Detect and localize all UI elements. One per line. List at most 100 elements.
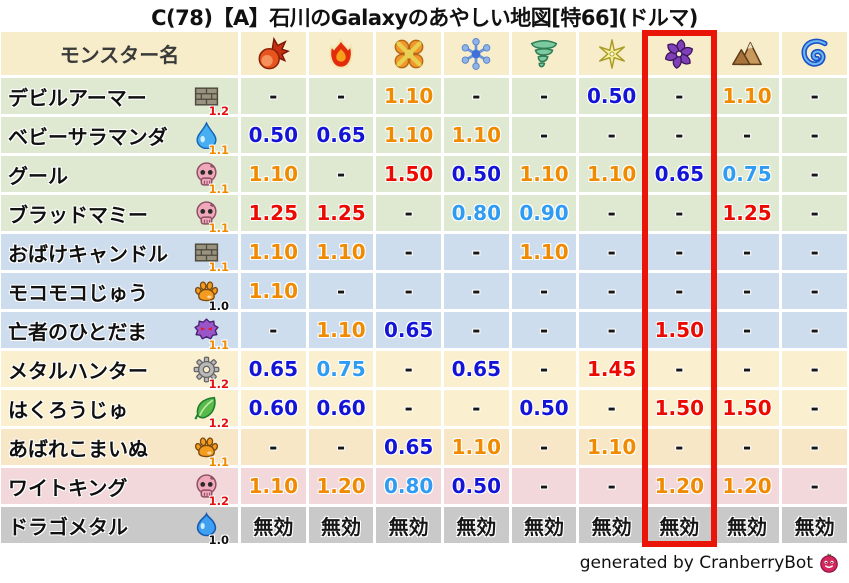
monster-name-cell: ドラゴメタル 1.0 (1, 507, 238, 547)
value-cell: 1.20 (714, 468, 780, 504)
monster-name-cell: はくろうじゅ 1.2 (1, 390, 238, 430)
value-cell: 0.65 (376, 312, 441, 348)
value-cell: - (443, 312, 509, 348)
ghost-icon (194, 317, 219, 339)
monster-name-cell: あばれこまいぬ 1.1 (1, 429, 238, 469)
value-cell: - (782, 390, 847, 426)
value-cell: 1.25 (714, 195, 780, 231)
leaf-icon (194, 396, 216, 420)
value-cell: 0.65 (646, 156, 712, 192)
value-cell: - (646, 117, 712, 153)
monster-name: メタルハンター (8, 358, 148, 383)
value-cell: - (511, 78, 577, 114)
monster-multiplier: 1.2 (208, 493, 229, 508)
value-cell: - (579, 195, 644, 231)
value-cell: - (646, 195, 712, 231)
value-cell: 1.10 (511, 156, 577, 192)
value-cell: 0.80 (443, 195, 509, 231)
value-cell: - (376, 234, 441, 270)
monster-multiplier: 1.1 (208, 454, 229, 469)
value-cell: 1.10 (308, 312, 374, 348)
credit: generated by CranberryBot (0, 553, 839, 573)
monster-multiplier: 1.1 (208, 220, 229, 235)
monster-name-cell: グール 1.1 (1, 156, 238, 196)
water-drop-icon (196, 121, 217, 149)
value-cell: - (376, 273, 441, 309)
value-cell: 0.65 (241, 351, 306, 387)
value-cell: 無効 (782, 507, 847, 543)
value-cell: 無効 (579, 507, 644, 543)
value-cell: - (241, 78, 306, 114)
value-cell: 0.75 (308, 351, 374, 387)
value-cell: 1.10 (241, 468, 306, 504)
monster-multiplier: 1.2 (208, 415, 229, 430)
monster-name-cell: モコモコじゅう 1.0 (1, 273, 238, 313)
value-cell: 1.10 (241, 156, 306, 192)
value-cell: - (579, 234, 644, 270)
value-cell: - (308, 156, 374, 192)
monster-name: モコモコじゅう (8, 280, 148, 305)
brick-icon (194, 86, 219, 106)
value-cell: 0.50 (241, 117, 306, 153)
value-cell: 1.50 (376, 156, 441, 192)
value-cell: - (646, 273, 712, 309)
value-cell: - (646, 234, 712, 270)
value-cell: - (511, 351, 577, 387)
value-cell: - (308, 429, 374, 465)
value-cell: - (714, 351, 780, 387)
value-cell: - (376, 351, 441, 387)
value-cell: - (782, 156, 847, 192)
monster-multiplier: 1.1 (208, 337, 229, 352)
element-blaze-header (308, 32, 374, 75)
monster-type: 1.1 (193, 239, 229, 274)
flame-icon (329, 38, 353, 69)
value-cell: 1.10 (308, 234, 374, 270)
monster-multiplier: 1.1 (208, 181, 229, 196)
value-cell: 0.50 (443, 468, 509, 504)
value-cell: - (782, 78, 847, 114)
value-cell: 1.10 (443, 429, 509, 465)
value-cell: 1.10 (579, 429, 644, 465)
monster-resistance-table: モンスター名 デビルアーマー 1.2- -1.10- -0.50-1.10- ベビーサラ… (0, 30, 849, 547)
value-cell: - (511, 429, 577, 465)
value-cell: - (579, 390, 644, 426)
monster-name: グール (8, 163, 68, 188)
value-cell: 0.60 (241, 390, 306, 426)
element-bang-header (376, 32, 441, 75)
value-cell: - (782, 195, 847, 231)
slime-icon (196, 511, 217, 536)
value-cell: - (714, 117, 780, 153)
value-cell: - (714, 234, 780, 270)
value-cell: - (714, 429, 780, 465)
monster-type: 1.2 (193, 473, 229, 508)
value-cell: - (308, 273, 374, 309)
monster-multiplier: 1.2 (208, 103, 229, 118)
monster-type: 1.1 (193, 121, 229, 157)
value-cell: 0.65 (308, 117, 374, 153)
value-cell: 1.25 (308, 195, 374, 231)
value-cell: - (443, 234, 509, 270)
value-cell: - (241, 429, 306, 465)
value-cell: 1.10 (443, 117, 509, 153)
value-cell: 無効 (646, 507, 712, 543)
monster-name-header-label: モンスター名 (59, 43, 180, 67)
monster-multiplier: 1.2 (208, 376, 229, 391)
value-cell: - (241, 312, 306, 348)
value-cell: - (782, 351, 847, 387)
skull-icon (196, 200, 217, 225)
skull-icon (196, 161, 217, 186)
value-cell: 1.20 (308, 468, 374, 504)
value-cell: 無効 (241, 507, 306, 543)
value-cell: - (646, 351, 712, 387)
value-cell: - (579, 117, 644, 153)
mountain-icon (732, 41, 762, 65)
monster-multiplier: 1.1 (208, 142, 229, 157)
value-cell: - (714, 312, 780, 348)
monster-type: 1.1 (193, 161, 229, 196)
value-cell: - (646, 78, 712, 114)
monster-name: ドラゴメタル (8, 514, 128, 539)
value-cell: 1.50 (646, 312, 712, 348)
monster-multiplier: 1.1 (208, 259, 229, 274)
value-cell: 0.50 (511, 390, 577, 426)
element-fire-header (241, 32, 306, 75)
